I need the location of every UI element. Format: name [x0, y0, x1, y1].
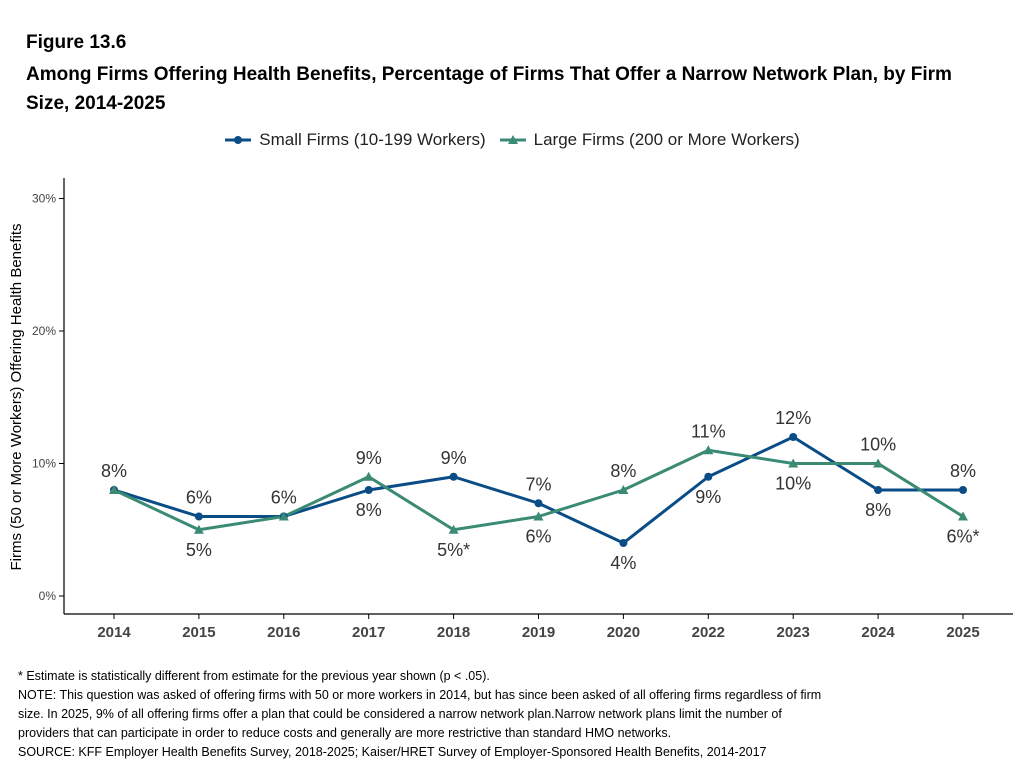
x-tick-label: 2023 — [777, 624, 810, 641]
data-point-small-firms — [449, 472, 458, 481]
x-tick-label: 2022 — [692, 624, 725, 641]
data-label-small-firms: 4% — [610, 553, 636, 573]
x-tick-label: 2016 — [267, 624, 300, 641]
x-tick-label: 2025 — [946, 624, 979, 641]
chart-legend: Small Firms (10-199 Workers) Large Firms… — [0, 130, 1023, 150]
x-tick-label: 2024 — [861, 624, 895, 641]
data-label-small-firms: 8% — [865, 500, 891, 520]
x-tick-label: 2015 — [182, 624, 215, 641]
y-tick-label: 10% — [32, 457, 56, 471]
data-label-small-firms: 9% — [441, 448, 467, 468]
data-label-large-firms: 5% — [186, 540, 212, 560]
data-point-small-firms — [874, 486, 883, 494]
data-label-small-firms: 6% — [271, 488, 297, 508]
data-label-small-firms: 8% — [950, 461, 976, 481]
data-label-small-firms: 6% — [186, 488, 212, 508]
x-tick-label: 2018 — [437, 624, 470, 641]
note-question-cont-2: providers that can participate in order … — [18, 726, 672, 740]
data-point-large-firms — [703, 445, 714, 455]
legend-item-large-firms: Large Firms (200 or More Workers) — [498, 130, 800, 150]
data-point-large-firms — [958, 511, 968, 521]
data-label-large-firms: 6%* — [946, 527, 979, 547]
note-significance: * Estimate is statistically different fr… — [18, 669, 490, 683]
data-label-small-firms: 12% — [775, 408, 811, 428]
line-chart: 0% 10% 20% 30% Firms (50 or More Workers) Of… — [8, 178, 1013, 641]
y-tick-label: 0% — [39, 589, 57, 603]
x-tick-label: 2017 — [352, 624, 385, 641]
data-label-large-firms: 10% — [775, 474, 811, 494]
data-label-large-firms: 5%* — [437, 540, 470, 560]
legend-label-large-firms: Large Firms (200 or More Workers) — [533, 130, 800, 149]
data-label-large-firms: 8% — [610, 461, 636, 481]
figure-label: Figure 13.6 — [26, 32, 127, 53]
x-tick-label: 2014 — [97, 624, 131, 641]
y-tick-label: 20% — [32, 324, 56, 338]
data-point-large-firms — [618, 485, 629, 494]
data-point-small-firms — [534, 499, 543, 508]
y-tick-label: 30% — [32, 192, 56, 206]
data-point-small-firms — [194, 512, 203, 521]
data-point-large-firms — [193, 524, 204, 534]
legend-swatch-small-firms — [225, 136, 252, 144]
data-point-small-firms — [959, 486, 967, 494]
data-point-large-firms — [278, 511, 289, 521]
data-label-large-firms: 10% — [860, 435, 896, 455]
data-label-small-firms: 8% — [101, 461, 127, 481]
data-label-large-firms: 6% — [525, 527, 551, 547]
data-point-large-firms — [363, 471, 374, 481]
x-tick-label: 2020 — [607, 624, 640, 641]
data-label-small-firms: 9% — [695, 487, 721, 507]
note-source: SOURCE: KFF Employer Health Benefits Sur… — [18, 745, 767, 759]
legend-label-small-firms: Small Firms (10-199 Workers) — [259, 130, 486, 149]
y-axis-label: Firms (50 or More Workers) Offering Heal… — [8, 223, 25, 570]
data-label-large-firms: 11% — [691, 421, 726, 441]
data-label-small-firms: 7% — [525, 474, 551, 494]
data-point-small-firms — [789, 433, 798, 441]
data-point-large-firms — [109, 485, 119, 494]
data-label-small-firms: 8% — [356, 500, 382, 520]
data-point-large-firms — [873, 458, 884, 468]
legend-item-small-firms: Small Firms (10-199 Workers) — [223, 130, 486, 150]
data-point-small-firms — [619, 539, 628, 547]
data-point-small-firms — [364, 486, 373, 494]
data-point-large-firms — [533, 511, 544, 521]
x-tick-label: 2019 — [522, 624, 555, 641]
data-label-large-firms: 9% — [356, 448, 382, 468]
data-point-large-firms — [788, 458, 799, 468]
chart-notes: * Estimate is statistically different fr… — [18, 667, 1008, 762]
note-question-cont: size. In 2025, 9% of all offering firms … — [18, 707, 782, 721]
data-point-large-firms — [448, 524, 459, 534]
data-point-small-firms — [704, 472, 713, 481]
note-question: NOTE: This question was asked of offerin… — [18, 688, 822, 702]
legend-swatch-large-firms — [499, 135, 526, 144]
chart-title: Among Firms Offering Health Benefits, Pe… — [26, 64, 952, 114]
